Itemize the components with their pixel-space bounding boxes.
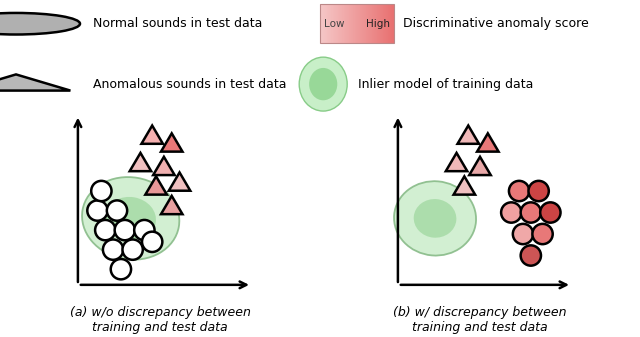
Circle shape (501, 202, 522, 223)
Circle shape (540, 202, 561, 223)
Polygon shape (161, 196, 182, 214)
Polygon shape (153, 157, 175, 175)
Ellipse shape (309, 68, 337, 100)
Text: (b) w/ discrepancy between
training and test data: (b) w/ discrepancy between training and … (393, 306, 567, 334)
Polygon shape (169, 173, 190, 191)
Text: Normal sounds in test data: Normal sounds in test data (93, 17, 262, 30)
Polygon shape (477, 133, 499, 152)
Circle shape (532, 224, 553, 244)
Polygon shape (454, 176, 475, 195)
Circle shape (107, 201, 127, 221)
Circle shape (0, 13, 80, 34)
Polygon shape (458, 126, 479, 144)
Ellipse shape (82, 177, 179, 260)
Circle shape (95, 220, 115, 240)
Text: High: High (366, 19, 390, 29)
Circle shape (91, 181, 111, 201)
Polygon shape (0, 74, 70, 91)
Circle shape (122, 240, 143, 260)
Text: Inlier model of training data: Inlier model of training data (358, 78, 534, 91)
Circle shape (115, 220, 135, 240)
Circle shape (87, 201, 108, 221)
Text: (a) w/o discrepancy between
training and test data: (a) w/o discrepancy between training and… (70, 306, 250, 334)
Polygon shape (161, 133, 182, 152)
Circle shape (521, 202, 541, 223)
Ellipse shape (394, 181, 476, 255)
Text: Anomalous sounds in test data: Anomalous sounds in test data (93, 78, 286, 91)
Bar (320, 4, 394, 43)
Circle shape (142, 232, 163, 252)
Polygon shape (145, 176, 167, 195)
Ellipse shape (300, 57, 347, 111)
Ellipse shape (106, 197, 156, 240)
Circle shape (509, 181, 529, 201)
Polygon shape (130, 153, 151, 171)
Ellipse shape (413, 199, 456, 238)
Polygon shape (446, 153, 467, 171)
Text: Discriminative anomaly score: Discriminative anomaly score (403, 17, 589, 30)
Circle shape (513, 224, 533, 244)
Circle shape (521, 245, 541, 266)
Circle shape (103, 240, 124, 260)
Circle shape (529, 181, 549, 201)
Polygon shape (141, 126, 163, 144)
Polygon shape (469, 157, 491, 175)
Text: Low: Low (324, 19, 344, 29)
Circle shape (134, 220, 154, 240)
Circle shape (111, 259, 131, 279)
